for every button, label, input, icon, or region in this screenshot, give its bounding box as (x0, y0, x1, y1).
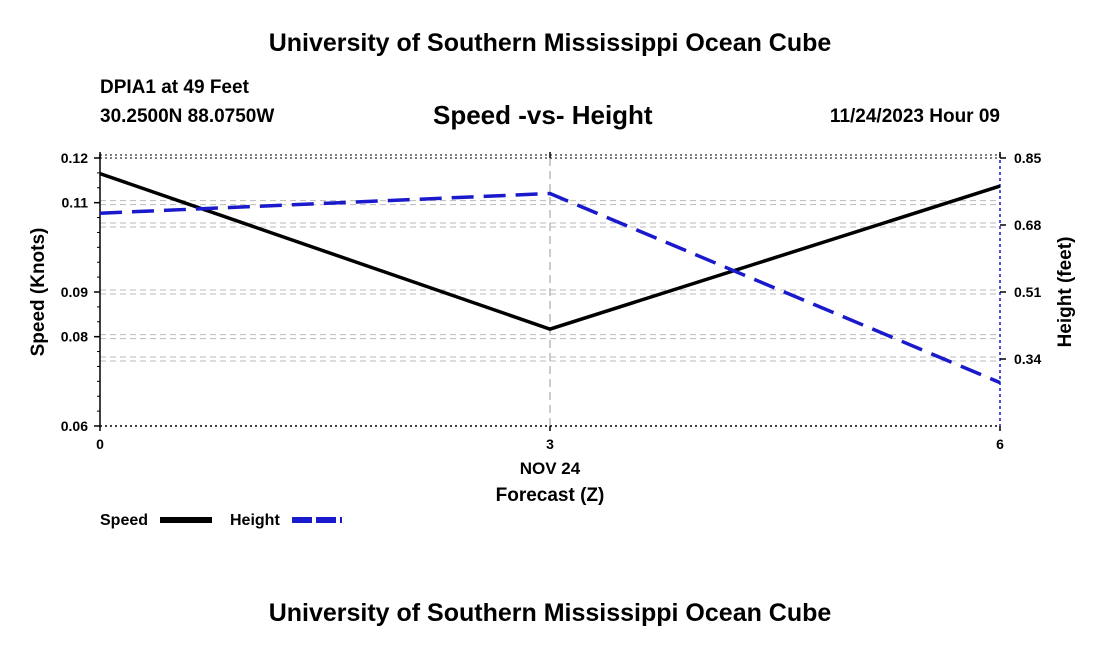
page-title: University of Southern Mississippi Ocean… (268, 29, 832, 57)
legend-label-speed: Speed (100, 512, 148, 529)
y-tick-label-left: 0.08 (61, 329, 88, 345)
y-tick-label-left: 0.12 (61, 150, 88, 166)
datetime-label: 11/24/2023 Hour 09 (829, 106, 1000, 127)
legend-label-height: Height (230, 512, 280, 529)
x-tick-label: 3 (546, 436, 554, 452)
y-tick-label-right: 0.68 (1014, 217, 1041, 233)
y-tick-label-right: 0.34 (1014, 351, 1041, 367)
y-tick-label-left: 0.06 (61, 418, 88, 434)
y-tick-label-left: 0.11 (62, 195, 89, 211)
x-axis-label: Forecast (Z) (496, 485, 605, 506)
y-tick-label-right: 0.51 (1014, 284, 1041, 300)
y-tick-label-right: 0.85 (1014, 150, 1041, 166)
series-line-height (99, 191, 1001, 385)
x-tick-label: 0 (96, 436, 104, 452)
chart-title: Speed -vs- Height (433, 100, 653, 130)
y-axis-label-right: Height (feet) (1055, 237, 1076, 348)
x-tick-label: 6 (996, 436, 1004, 452)
station-label: DPIA1 at 49 Feet (100, 77, 249, 98)
y-tick-label-left: 0.09 (61, 284, 88, 300)
x-date-label: NOV 24 (520, 459, 581, 478)
coordinates-label: 30.2500N 88.0750W (100, 106, 275, 127)
y-axis-label-left: Speed (Knots) (28, 228, 49, 357)
series-line-speed (99, 171, 1001, 331)
footer-title: University of Southern Mississippi Ocean… (268, 599, 832, 627)
